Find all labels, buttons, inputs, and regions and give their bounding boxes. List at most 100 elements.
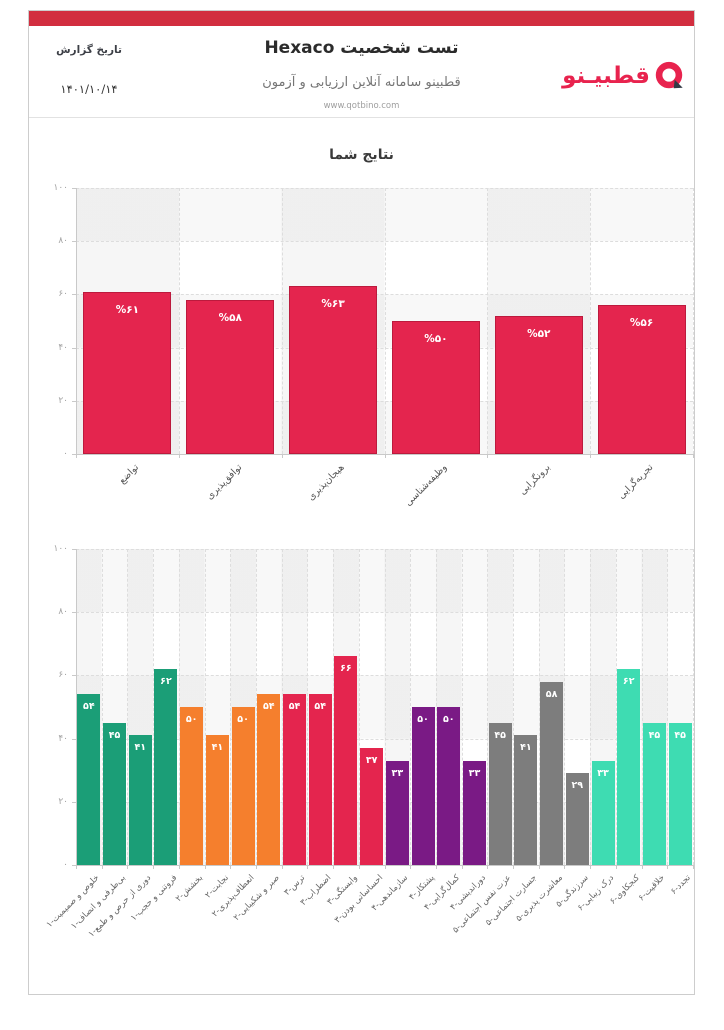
gridline-x	[384, 188, 386, 454]
gridline-x	[693, 188, 694, 454]
bar	[186, 299, 275, 454]
y-axis-label: ۰	[63, 449, 68, 459]
x-tick	[461, 865, 463, 869]
y-axis-label: ۸۰	[58, 607, 68, 618]
bar-value-label: ۵۰	[185, 714, 198, 725]
x-tick	[76, 865, 77, 869]
x-axis-label: فروتنی و حجب-۱	[128, 873, 180, 924]
x-axis-label: خلاقیت-۶	[637, 873, 668, 904]
x-tick	[435, 865, 437, 869]
gridline-x	[255, 549, 257, 865]
x-tick	[281, 454, 283, 458]
bar	[391, 321, 480, 454]
gridline-x	[307, 549, 309, 865]
gridline-x	[153, 549, 155, 865]
x-tick	[641, 865, 643, 869]
x-axis-line	[76, 454, 693, 455]
gridline-x	[281, 549, 283, 865]
y-axis-label: ۱۰۰	[53, 183, 68, 193]
gridline-x	[513, 549, 515, 865]
bar-value-label: ۴۱	[134, 742, 147, 754]
bar	[128, 735, 152, 865]
gridline-x	[178, 549, 180, 865]
hexaco-factors-chart: ۰ ۲۰ ۴۰ ۶۰ ۸۰ ۱۰۰ %۶۱ %۵۸ %۶۳ %۵۰ %۵۲ %۵۶ تواضع توافق…	[29, 11, 694, 994]
x-tick	[178, 454, 180, 458]
bar	[540, 681, 564, 865]
x-tick	[410, 865, 412, 869]
bar	[494, 315, 583, 454]
y-tick	[72, 400, 76, 402]
bar-value-label: ۴۵	[648, 729, 661, 741]
y-tick	[72, 294, 76, 296]
gridline-x	[693, 549, 694, 865]
gridline-x	[615, 549, 617, 865]
bar	[360, 748, 384, 865]
bar	[205, 735, 229, 865]
bar-value-label: ۶۲	[160, 676, 172, 688]
bar-value-label: ۶۶	[340, 663, 352, 675]
x-axis-label: صبر و شکیبایی-۲	[231, 873, 282, 923]
x-axis-line	[76, 865, 693, 866]
bar-value-label: %۵۰	[424, 333, 448, 345]
bar	[488, 722, 512, 865]
y-tick	[72, 675, 76, 677]
x-tick	[153, 865, 155, 869]
bar-value-label: ۲۹	[571, 780, 584, 792]
y-axis-line	[76, 549, 77, 865]
bar	[642, 722, 666, 865]
x-tick	[230, 865, 232, 869]
logo-text: قطبیـنو	[562, 63, 650, 89]
report-title: تست شخصیت Hexaco	[264, 38, 459, 58]
x-tick	[127, 865, 129, 869]
bar-value-label: ۳۳	[597, 767, 609, 779]
y-tick	[72, 347, 76, 349]
bar	[591, 760, 615, 865]
bar-value-label: ۴۵	[494, 729, 506, 741]
bar-value-label: ۵۸	[545, 688, 558, 700]
x-axis-label: بخشش-۲	[173, 873, 205, 905]
y-tick	[72, 612, 76, 614]
bar-value-label: ۴۱	[520, 742, 532, 754]
bar	[77, 694, 101, 865]
y-tick	[72, 454, 76, 455]
gridline-x	[384, 549, 386, 865]
bar-value-label: %۶۱	[115, 303, 140, 316]
gridline-x	[435, 549, 437, 865]
gridline-x	[333, 549, 335, 865]
results-section-title: نتایج شما	[329, 147, 394, 163]
x-tick	[667, 865, 669, 869]
bar-value-label: ۴۵	[674, 729, 686, 741]
x-tick	[615, 865, 617, 869]
x-tick	[358, 865, 360, 869]
qotbino-logo: قطبیـنو	[562, 59, 686, 93]
bar-value-label: ۵۴	[263, 701, 275, 713]
gridline-x	[101, 549, 103, 865]
gridline-x	[204, 549, 206, 865]
x-tick	[590, 865, 592, 869]
x-axis-label: تجدد-۶	[669, 873, 694, 897]
bar-value-label: ۶۲	[622, 676, 635, 688]
gridline-x	[127, 549, 129, 865]
bar	[597, 305, 686, 454]
bar	[437, 707, 461, 865]
x-tick	[693, 865, 694, 869]
bar-value-label: %۵۲	[527, 327, 551, 340]
bar-value-label: ۵۰	[442, 714, 455, 725]
x-tick	[384, 454, 386, 458]
x-tick	[487, 865, 489, 869]
website-text: www.qotbino.com	[323, 101, 400, 111]
y-axis-label: ۱۰۰	[53, 544, 68, 554]
bar-value-label: ۵۴	[288, 701, 301, 713]
bar	[668, 722, 692, 865]
bar	[289, 286, 378, 454]
gridline-x	[564, 549, 566, 865]
x-tick	[307, 865, 309, 869]
bar	[334, 656, 358, 865]
bar	[514, 735, 538, 865]
y-axis-label: ۸۰	[58, 236, 68, 247]
x-tick	[538, 865, 540, 869]
bar-value-label: ۳۳	[468, 767, 481, 779]
bar-value-label: ۵۰	[417, 714, 429, 725]
x-tick	[487, 454, 489, 458]
